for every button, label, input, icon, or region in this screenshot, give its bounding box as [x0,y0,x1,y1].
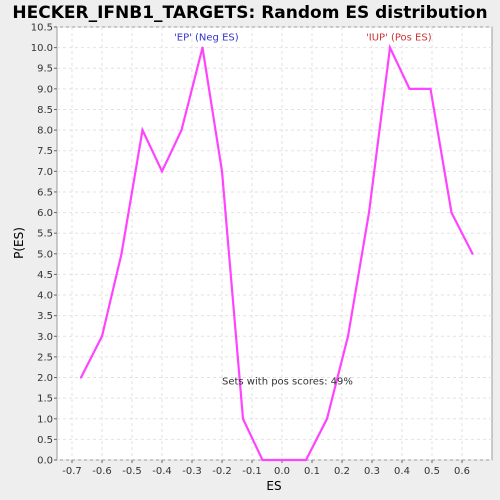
y-tick-label: 1.0 [37,414,53,425]
data-point [141,128,144,132]
data-point [79,376,83,379]
data-point [280,458,284,462]
x-tick-label: 0.5 [424,466,440,477]
x-tick-label: -0.3 [182,466,202,477]
y-tick-label: 3.0 [37,332,53,343]
x-tick-label: 0.3 [364,466,380,477]
x-tick-label: -0.4 [152,466,172,477]
data-point [201,46,204,49]
y-tick-label: 3.5 [37,311,53,322]
data-point [160,170,164,173]
plot-area [56,26,493,461]
data-point [120,252,123,255]
annotation-label: Sets with pos scores: 49% [222,377,353,388]
data-point [261,458,264,462]
data-point [241,417,245,420]
y-axis-label: P(ES) [12,227,26,259]
x-tick-label: -0.5 [122,466,142,477]
data-point [408,87,411,90]
y-tick-label: 6.5 [37,187,53,198]
x-tick-label: -0.1 [242,466,262,477]
y-tick-label: 4.5 [37,270,53,281]
data-point [429,87,432,90]
x-tick-label: -0.2 [212,466,232,477]
annotation-label: 'EP' (Neg ES) [174,32,239,43]
x-tick-label: 0.4 [394,466,410,477]
series-line [80,43,474,462]
y-tick-label: 1.5 [37,394,53,405]
x-tick-label: 0.2 [334,466,350,477]
data-point [180,128,183,132]
y-tick-label: 0.0 [37,456,53,467]
annotation-label: 'IUP' (Pos ES) [366,32,432,43]
y-tick-label: 7.0 [37,167,53,178]
y-tick-label: 2.5 [37,352,53,363]
data-point [450,211,453,214]
y-tick-label: 0.5 [37,435,53,446]
y-tick-label: 6.0 [37,208,53,219]
y-tick-label: 5.0 [37,249,53,260]
data-point [388,46,392,49]
y-tick-label: 9.0 [37,84,53,95]
y-tick-label: 2.0 [37,373,53,384]
y-tick-label: 8.0 [37,126,53,137]
axes: 0.0 0.5 1.0 1.5 2.0 2.5 3.0 3.5 4.0 4.5 5.0 5.5 6.0 6… [31,23,470,478]
data-point [220,170,224,173]
x-tick-label: -0.6 [92,466,112,477]
x-tick-label: -0.7 [62,466,82,477]
y-tick-label: 7.5 [37,146,53,157]
data-point [100,335,104,338]
x-tick-label: 0.0 [274,466,290,477]
y-tick-label: 10.0 [31,43,53,54]
y-tick-label: 9.5 [37,64,53,75]
y-tick-label: 10.5 [31,23,53,34]
data-point [367,211,371,214]
series-layer [79,43,474,462]
y-tick-label: 4.0 [37,291,53,302]
x-tick-label: 0.1 [304,466,320,477]
annotations: 'EP' (Neg ES) 'IUP' (Pos ES) Sets with pos… [174,32,432,387]
data-point [346,335,350,338]
x-axis-label: ES [266,479,281,493]
x-tick-label: 0.6 [454,466,470,477]
data-point [471,252,474,255]
grid-lines [57,26,492,461]
data-point [304,458,308,462]
data-point [325,417,329,420]
chart-title: HECKER_IFNB1_TARGETS: Random ES distribu… [12,3,487,23]
y-tick-label: 8.5 [37,105,53,116]
y-tick-label: 5.5 [37,229,53,240]
